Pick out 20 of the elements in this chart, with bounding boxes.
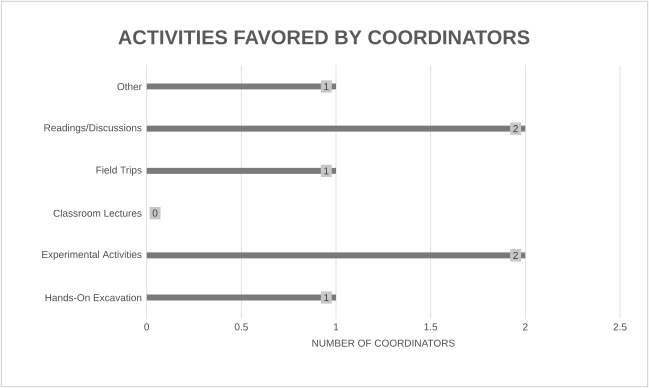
- x-tick-label: 2: [523, 323, 528, 330]
- y-tick-label: Classroom Lectures: [54, 209, 142, 217]
- x-tick-label: 1.5: [424, 323, 438, 330]
- data-label: 0: [152, 210, 158, 217]
- y-tick-label: Experimental Activities: [42, 250, 142, 260]
- data-label: 2: [513, 125, 518, 132]
- x-tick-label: 2.5: [614, 323, 627, 330]
- chart-title: ACTIVITIES FAVORED BY COORDINATORS: [118, 30, 530, 44]
- x-axis-title: NUMBER OF COORDINATORS: [312, 340, 455, 347]
- data-label: 2: [513, 252, 518, 259]
- data-label: 1: [324, 294, 329, 301]
- y-tick-label: Readings/Discussions: [44, 124, 142, 134]
- data-label: 1: [324, 167, 329, 174]
- y-tick-label: Hands-On Excavation: [46, 294, 142, 302]
- data-label: 1: [324, 83, 329, 90]
- x-tick-label: 1: [334, 323, 338, 330]
- x-tick-label: 0.5: [234, 323, 248, 330]
- x-tick-label: 0: [144, 323, 150, 330]
- y-tick-label: Other: [117, 82, 142, 90]
- y-tick-label: Field Trips: [96, 166, 142, 176]
